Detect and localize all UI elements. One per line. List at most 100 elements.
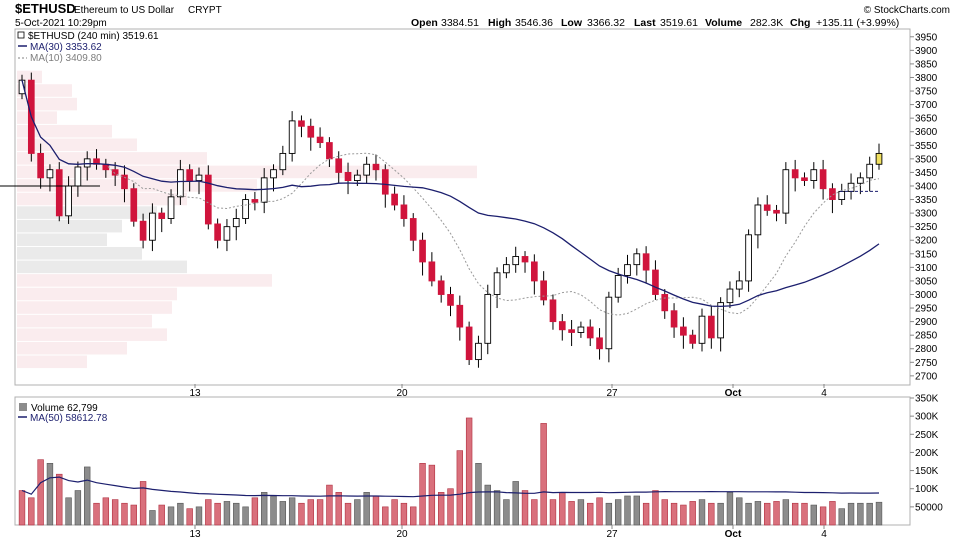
volume-bar [605,502,613,526]
candle [503,257,510,279]
candle [754,197,762,249]
candle [605,291,613,363]
price-tick-label: 3150 [915,249,938,260]
volume-bar [167,506,175,526]
last-label: Last [634,17,656,29]
high-value: 3546.36 [515,17,553,29]
volume-bar [447,488,454,526]
candle [680,317,687,349]
candle [810,162,818,189]
candle [763,195,771,216]
candle [177,159,184,205]
candle [586,319,594,347]
volume-bar [764,502,771,526]
volume-bar [484,484,491,526]
volume-bar [698,499,706,526]
price-tick-label: 3050 [915,276,938,287]
candle [791,159,799,192]
candle [437,275,445,303]
price-tick-label: 3000 [915,290,938,301]
volume-bar [624,495,631,526]
low-value: 3366.32 [587,17,625,29]
volume-bar [549,499,557,526]
candle [242,194,249,224]
volume-tick-label: 50000 [915,502,943,513]
price-tick-label: 3950 [915,32,938,43]
candle [37,143,44,189]
volume-bar [223,501,231,526]
volume-bar [335,492,342,526]
candle [232,208,240,241]
candle [624,254,631,284]
legend-volume: Volume 62,799 [31,403,98,414]
volume-bar [512,481,519,526]
volume-bar [130,504,137,526]
volume-bar [326,484,333,526]
volume-bar [382,506,389,526]
copyright: © StockCharts.com [864,5,950,16]
volume-bar [56,473,63,526]
candle [568,319,575,347]
candle [866,156,874,192]
volume-bar [680,504,687,526]
volume-bar [186,508,193,526]
volume-bar [819,506,827,526]
candle [745,229,752,292]
volume-profile-bar [17,355,87,369]
volume-bar [633,495,640,526]
symbol-title: $ETHUSD [15,1,76,16]
volume-bar [456,450,464,526]
date-tick-label: 4 [821,388,827,399]
volume-profile-bar [17,287,177,301]
volume-bar [465,417,473,526]
volume-bar [93,502,100,526]
volume-bar [717,502,724,526]
volume-bar [251,497,259,526]
candle [419,232,426,276]
volume-bar [111,499,119,526]
candle [558,314,566,341]
volume-bar [857,502,864,526]
price-tick-label: 2900 [915,317,938,328]
volume-bar [410,506,417,526]
volume-bar [214,502,221,526]
date-tick-label-volume: 27 [606,529,618,540]
candle [279,145,287,176]
candle [521,251,529,273]
price-tick-label: 2700 [915,371,938,382]
volume-tick-label: 200K [915,448,939,459]
price-tick-label: 2750 [915,358,938,369]
volume-bar [642,502,650,526]
chg-value: +135.11 (+3.99%) [816,17,899,29]
date-tick-label: 13 [189,388,201,399]
volume-bar [158,504,165,526]
volume-bar [829,501,836,526]
candle [55,162,63,222]
volume-profile-bar [17,314,152,328]
candle [46,164,54,192]
volume-profile-bar [17,219,122,233]
price-tick-label: 3900 [915,46,938,57]
candle [344,162,352,195]
candle [819,159,827,200]
candle [204,165,212,230]
volume-bar [307,499,314,526]
volume-bar [65,497,72,526]
volume-bar [596,497,603,526]
candle [363,156,371,184]
volume-bar [437,492,445,526]
candle [829,183,836,214]
date-tick-label-volume: 20 [396,529,408,540]
volume-axis: 350K 300K 250K 200K 150K 100K 50000 [910,394,943,513]
candle [782,162,790,224]
candle [428,252,436,287]
volume-bar [354,499,361,526]
candle [735,271,743,298]
date-tick-label: Oct [725,388,742,399]
symbol-name: Ethereum to US Dollar [74,5,175,16]
volume-bar [782,499,790,526]
candle [661,289,669,319]
volume-bar [587,502,594,526]
volume-bar [577,499,585,526]
